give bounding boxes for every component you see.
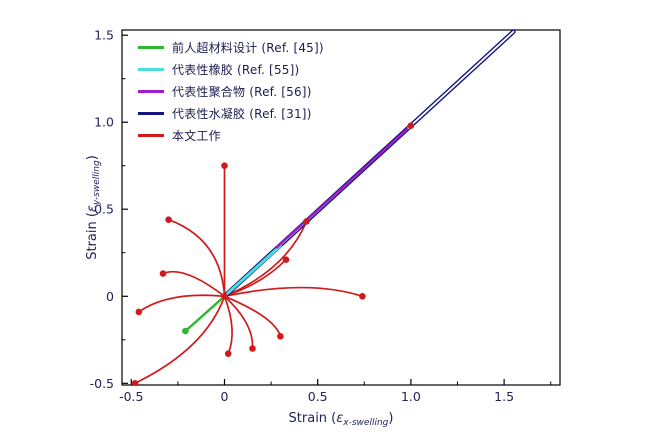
legend-item-this-work: 本文工作 — [138, 126, 324, 144]
x-tick-label: -0.5 — [119, 389, 143, 404]
legend-item-prior-metamaterial: 前人超材料设计 (Ref. [45]) — [138, 38, 324, 56]
series-marker-this-work — [407, 122, 415, 129]
series-marker-this-work — [249, 345, 256, 352]
series-marker-this-work — [303, 218, 310, 225]
series-marker-this-work — [159, 270, 167, 277]
series-line-prior-metamaterial — [184, 295, 226, 333]
x-tick-label: 1.0 — [401, 389, 421, 404]
y-tick-label: 1.0 — [94, 115, 114, 130]
series-line-this-work — [134, 295, 226, 385]
series-marker-this-work — [165, 216, 172, 223]
series-marker-this-work — [221, 293, 228, 300]
legend-line-swatch — [138, 133, 164, 137]
series-marker-this-work — [224, 350, 232, 358]
series-line-this-work — [223, 295, 254, 350]
y-axis-title: Strain (εy-swelling) — [85, 155, 102, 260]
series-line-this-work — [162, 270, 226, 298]
y-tick-label: -0.5 — [90, 376, 114, 391]
x-tick-label: 0 — [221, 389, 229, 404]
legend-label: 本文工作 — [172, 128, 221, 143]
series-line-rubber — [226, 244, 282, 295]
x-axis-title: Strain (εx-swelling) — [289, 411, 394, 428]
x-axis: -0.5 0 0.5 1.0 1.5 — [119, 379, 552, 404]
y-tick-label: 0.5 — [94, 202, 114, 217]
plot-frame — [121, 29, 561, 386]
legend-label: 代表性水凝胶 (Ref. [31]) — [172, 106, 312, 121]
series-line-this-work — [223, 220, 308, 298]
legend-line-swatch — [138, 67, 164, 71]
series-marker-this-work — [359, 293, 366, 300]
y-tick-label: 1.5 — [94, 28, 114, 43]
legend-item-polymer: 代表性聚合物 (Ref. [56]) — [138, 82, 324, 100]
legend: 前人超材料设计 (Ref. [45]) 代表性橡胶 (Ref. [55]) 代表… — [138, 38, 324, 144]
series-marker-this-work — [277, 333, 284, 340]
series-marker-this-work — [221, 162, 228, 169]
y-axis: -0.5 0 0.5 1.0 1.5 — [90, 28, 128, 391]
series-marker-this-work — [135, 308, 143, 316]
legend-item-hydrogel: 代表性水凝胶 (Ref. [31]) — [138, 104, 324, 122]
y-tick-label: 0 — [106, 289, 114, 304]
series-line-this-work — [223, 286, 364, 298]
legend-line-swatch — [138, 89, 164, 93]
series-layer — [131, 30, 516, 385]
series-line-this-work — [223, 295, 233, 355]
series-marker-this-work — [282, 256, 290, 264]
legend-label: 前人超材料设计 (Ref. [45]) — [172, 40, 324, 55]
legend-label: 代表性聚合物 (Ref. [56]) — [172, 84, 312, 99]
legend-item-rubber: 代表性橡胶 (Ref. [55]) — [138, 60, 324, 78]
x-tick-label: 0.5 — [308, 389, 328, 404]
series-line-this-work — [223, 258, 287, 298]
legend-line-swatch — [138, 45, 164, 49]
legend-label: 代表性橡胶 (Ref. [55]) — [172, 62, 300, 77]
series-line-this-work — [137, 294, 226, 313]
legend-line-swatch — [138, 111, 164, 115]
x-tick-label: 1.5 — [494, 389, 514, 404]
series-line-polymer — [275, 128, 409, 249]
series-marker-prior-metamaterial — [182, 327, 189, 335]
series-line-this-work — [223, 295, 282, 338]
series-line-this-work — [167, 218, 226, 298]
series-marker-this-work — [131, 380, 139, 385]
